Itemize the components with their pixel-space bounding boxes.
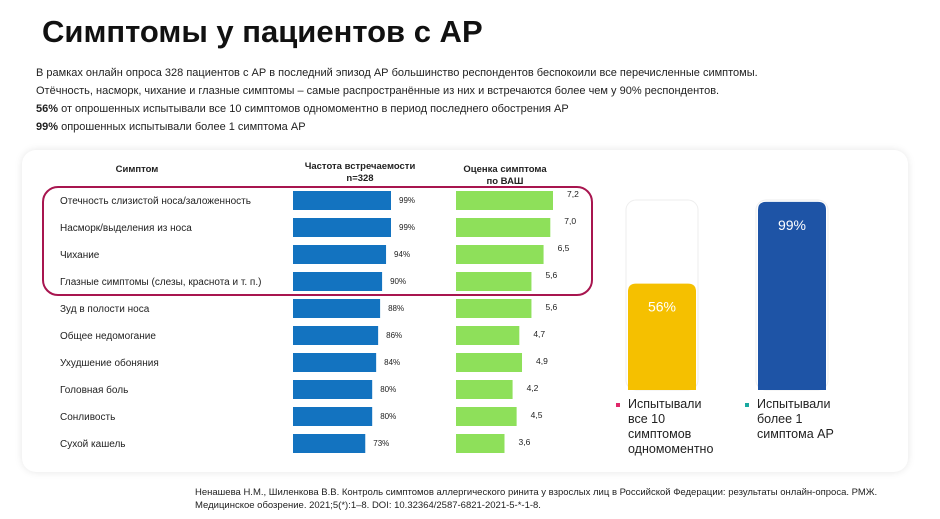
legend-marker-teal bbox=[745, 403, 749, 407]
frequency-value-label: 99% bbox=[399, 196, 415, 205]
symptom-label: Ухудшение обоняния bbox=[60, 357, 159, 369]
header-frequency: Частота встречаемости bbox=[305, 161, 416, 172]
frequency-value-label: 90% bbox=[390, 277, 406, 286]
top-symptoms-highlight bbox=[42, 186, 593, 296]
frequency-bar bbox=[293, 326, 379, 345]
vas-value-label: 7,2 bbox=[567, 189, 579, 199]
vas-bar bbox=[456, 218, 551, 237]
legend-right-line-3: симптома АР bbox=[757, 427, 834, 441]
symptom-label: Сухой кашель bbox=[60, 439, 126, 450]
frequency-bar bbox=[293, 272, 383, 291]
vas-bar bbox=[456, 299, 532, 318]
legend-more-than-one: Испытывали более 1 симптома АР bbox=[745, 397, 834, 442]
frequency-bar bbox=[293, 299, 381, 318]
legend-all-symptoms: Испытывали все 10 симптомов одномоментно bbox=[616, 397, 714, 457]
vas-value-label: 4,9 bbox=[536, 356, 548, 366]
legend-right-line-1: Испытывали bbox=[757, 397, 831, 411]
intro-line-4-bold: 99% bbox=[36, 121, 59, 133]
frequency-value-label: 99% bbox=[399, 223, 415, 232]
legend-left-line-3: симптомов bbox=[628, 427, 692, 441]
frequency-value-label: 80% bbox=[380, 385, 396, 394]
citation-line-2: Медицинское обозрение. 2021;5(*):1–8. DO… bbox=[195, 500, 541, 511]
vas-value-label: 6,5 bbox=[558, 243, 570, 253]
vas-value-label: 4,7 bbox=[533, 329, 545, 339]
frequency-value-label: 88% bbox=[388, 304, 404, 313]
legend-right-line-2: более 1 bbox=[757, 412, 803, 426]
symptom-label: Насморк/выделения из носа bbox=[60, 223, 192, 234]
header-vas-sub: по ВАШ bbox=[487, 176, 524, 187]
symptom-label: Зуд в полости носа bbox=[60, 304, 150, 315]
symptom-label: Глазные симптомы (слезы, краснота и т. п… bbox=[60, 277, 261, 288]
vas-value-label: 4,2 bbox=[527, 383, 539, 393]
page-title: Симптомы у пациентов с АР bbox=[42, 14, 483, 49]
header-frequency-sub: n=328 bbox=[346, 173, 373, 184]
frequency-bar bbox=[293, 407, 373, 426]
intro-line-2: Отёчность, насморк, чихание и глазные си… bbox=[36, 85, 720, 97]
legend-marker-pink bbox=[616, 403, 620, 407]
frequency-bar bbox=[293, 245, 387, 264]
summary-bar bbox=[628, 283, 696, 390]
symptom-label: Отечность слизистой носа/заложенность bbox=[60, 196, 251, 207]
vas-bar bbox=[456, 407, 517, 426]
vas-bar bbox=[456, 353, 523, 372]
vas-bar bbox=[456, 191, 553, 210]
summary-bar-value-label: 99% bbox=[778, 217, 806, 233]
intro-line-3-bold: 56% bbox=[36, 103, 59, 115]
intro-line-3: 56% от опрошенных испытывали все 10 симп… bbox=[36, 100, 926, 118]
frequency-value-label: 86% bbox=[386, 331, 402, 340]
vas-value-label: 3,6 bbox=[519, 437, 531, 447]
frequency-bar bbox=[293, 434, 366, 453]
intro-line-4-text: опрошенных испытывали более 1 симптома А… bbox=[58, 121, 306, 133]
intro-line-3-text: от опрошенных испытывали все 10 симптомо… bbox=[58, 103, 569, 115]
symptom-label: Головная боль bbox=[60, 384, 128, 396]
intro-text: В рамках онлайн опроса 328 пациентов с А… bbox=[36, 64, 926, 136]
frequency-value-label: 73% bbox=[373, 439, 389, 448]
frequency-value-label: 84% bbox=[384, 358, 400, 367]
frequency-value-label: 80% bbox=[380, 412, 396, 421]
citation-line-1: Ненашева Н.М., Шиленкова В.В. Контроль с… bbox=[195, 487, 878, 498]
symptom-label: Общее недомогание bbox=[60, 330, 156, 342]
legend-left-line-4: одномоментно bbox=[628, 442, 714, 456]
intro-line-1: В рамках онлайн опроса 328 пациентов с А… bbox=[36, 67, 758, 79]
summary-bar-chart: 56% 99% bbox=[625, 199, 829, 391]
frequency-value-label: 94% bbox=[394, 250, 410, 259]
header-symptom: Симптом bbox=[116, 164, 159, 175]
vas-bar bbox=[456, 272, 532, 291]
vas-bar bbox=[456, 326, 520, 345]
summary-bar bbox=[758, 201, 826, 390]
symptom-label: Сонливость bbox=[60, 412, 115, 423]
vas-value-label: 5,6 bbox=[545, 302, 557, 312]
legend-left-line-2: все 10 bbox=[628, 412, 666, 426]
vas-bar bbox=[456, 434, 505, 453]
frequency-bar bbox=[293, 353, 377, 372]
citation: Ненашева Н.М., Шиленкова В.В. Контроль с… bbox=[195, 486, 935, 512]
legend-left-line-1: Испытывали bbox=[628, 397, 702, 411]
vas-bar bbox=[456, 380, 513, 399]
header-vas: Оценка симптома bbox=[463, 164, 547, 175]
frequency-bar bbox=[293, 191, 391, 210]
summary-bar-value-label: 56% bbox=[648, 299, 676, 315]
symptom-label: Чихание bbox=[60, 250, 100, 261]
vas-value-label: 4,5 bbox=[531, 410, 543, 420]
vas-value-label: 7,0 bbox=[564, 216, 576, 226]
vas-bar bbox=[456, 245, 544, 264]
frequency-bar bbox=[293, 218, 391, 237]
intro-line-4: 99% опрошенных испытывали более 1 симпто… bbox=[36, 118, 926, 136]
frequency-bar bbox=[293, 380, 373, 399]
vas-value-label: 5,6 bbox=[545, 270, 557, 280]
